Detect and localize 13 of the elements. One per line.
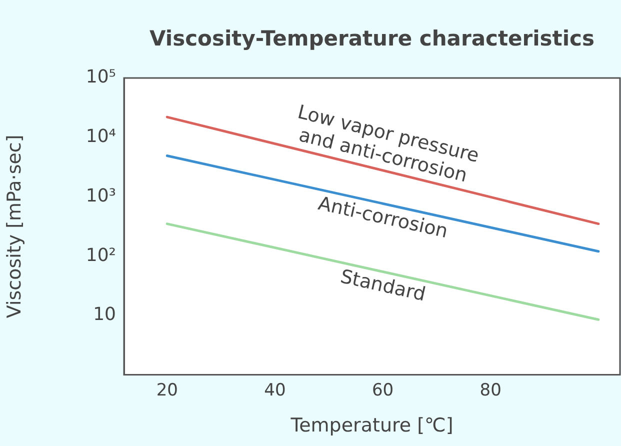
- y-tick-label: 10³: [86, 185, 116, 206]
- chart-title: Viscosity-Temperature characteristics: [150, 26, 594, 50]
- x-tick-label: 80: [480, 380, 502, 400]
- x-tick-label: 40: [264, 380, 286, 400]
- y-axis-title: Viscosity [mPa·sec]: [3, 134, 26, 318]
- x-tick-label: 20: [156, 380, 178, 400]
- y-tick-label: 10⁴: [86, 126, 116, 148]
- x-axis-title: Temperature [℃]: [290, 414, 454, 437]
- y-tick-label: 10²: [86, 244, 116, 266]
- y-tick-label: 10: [93, 304, 116, 326]
- text: Standard: [338, 266, 428, 306]
- y-tick-label: 10⁵: [86, 66, 116, 88]
- x-tick-label: 60: [372, 380, 394, 400]
